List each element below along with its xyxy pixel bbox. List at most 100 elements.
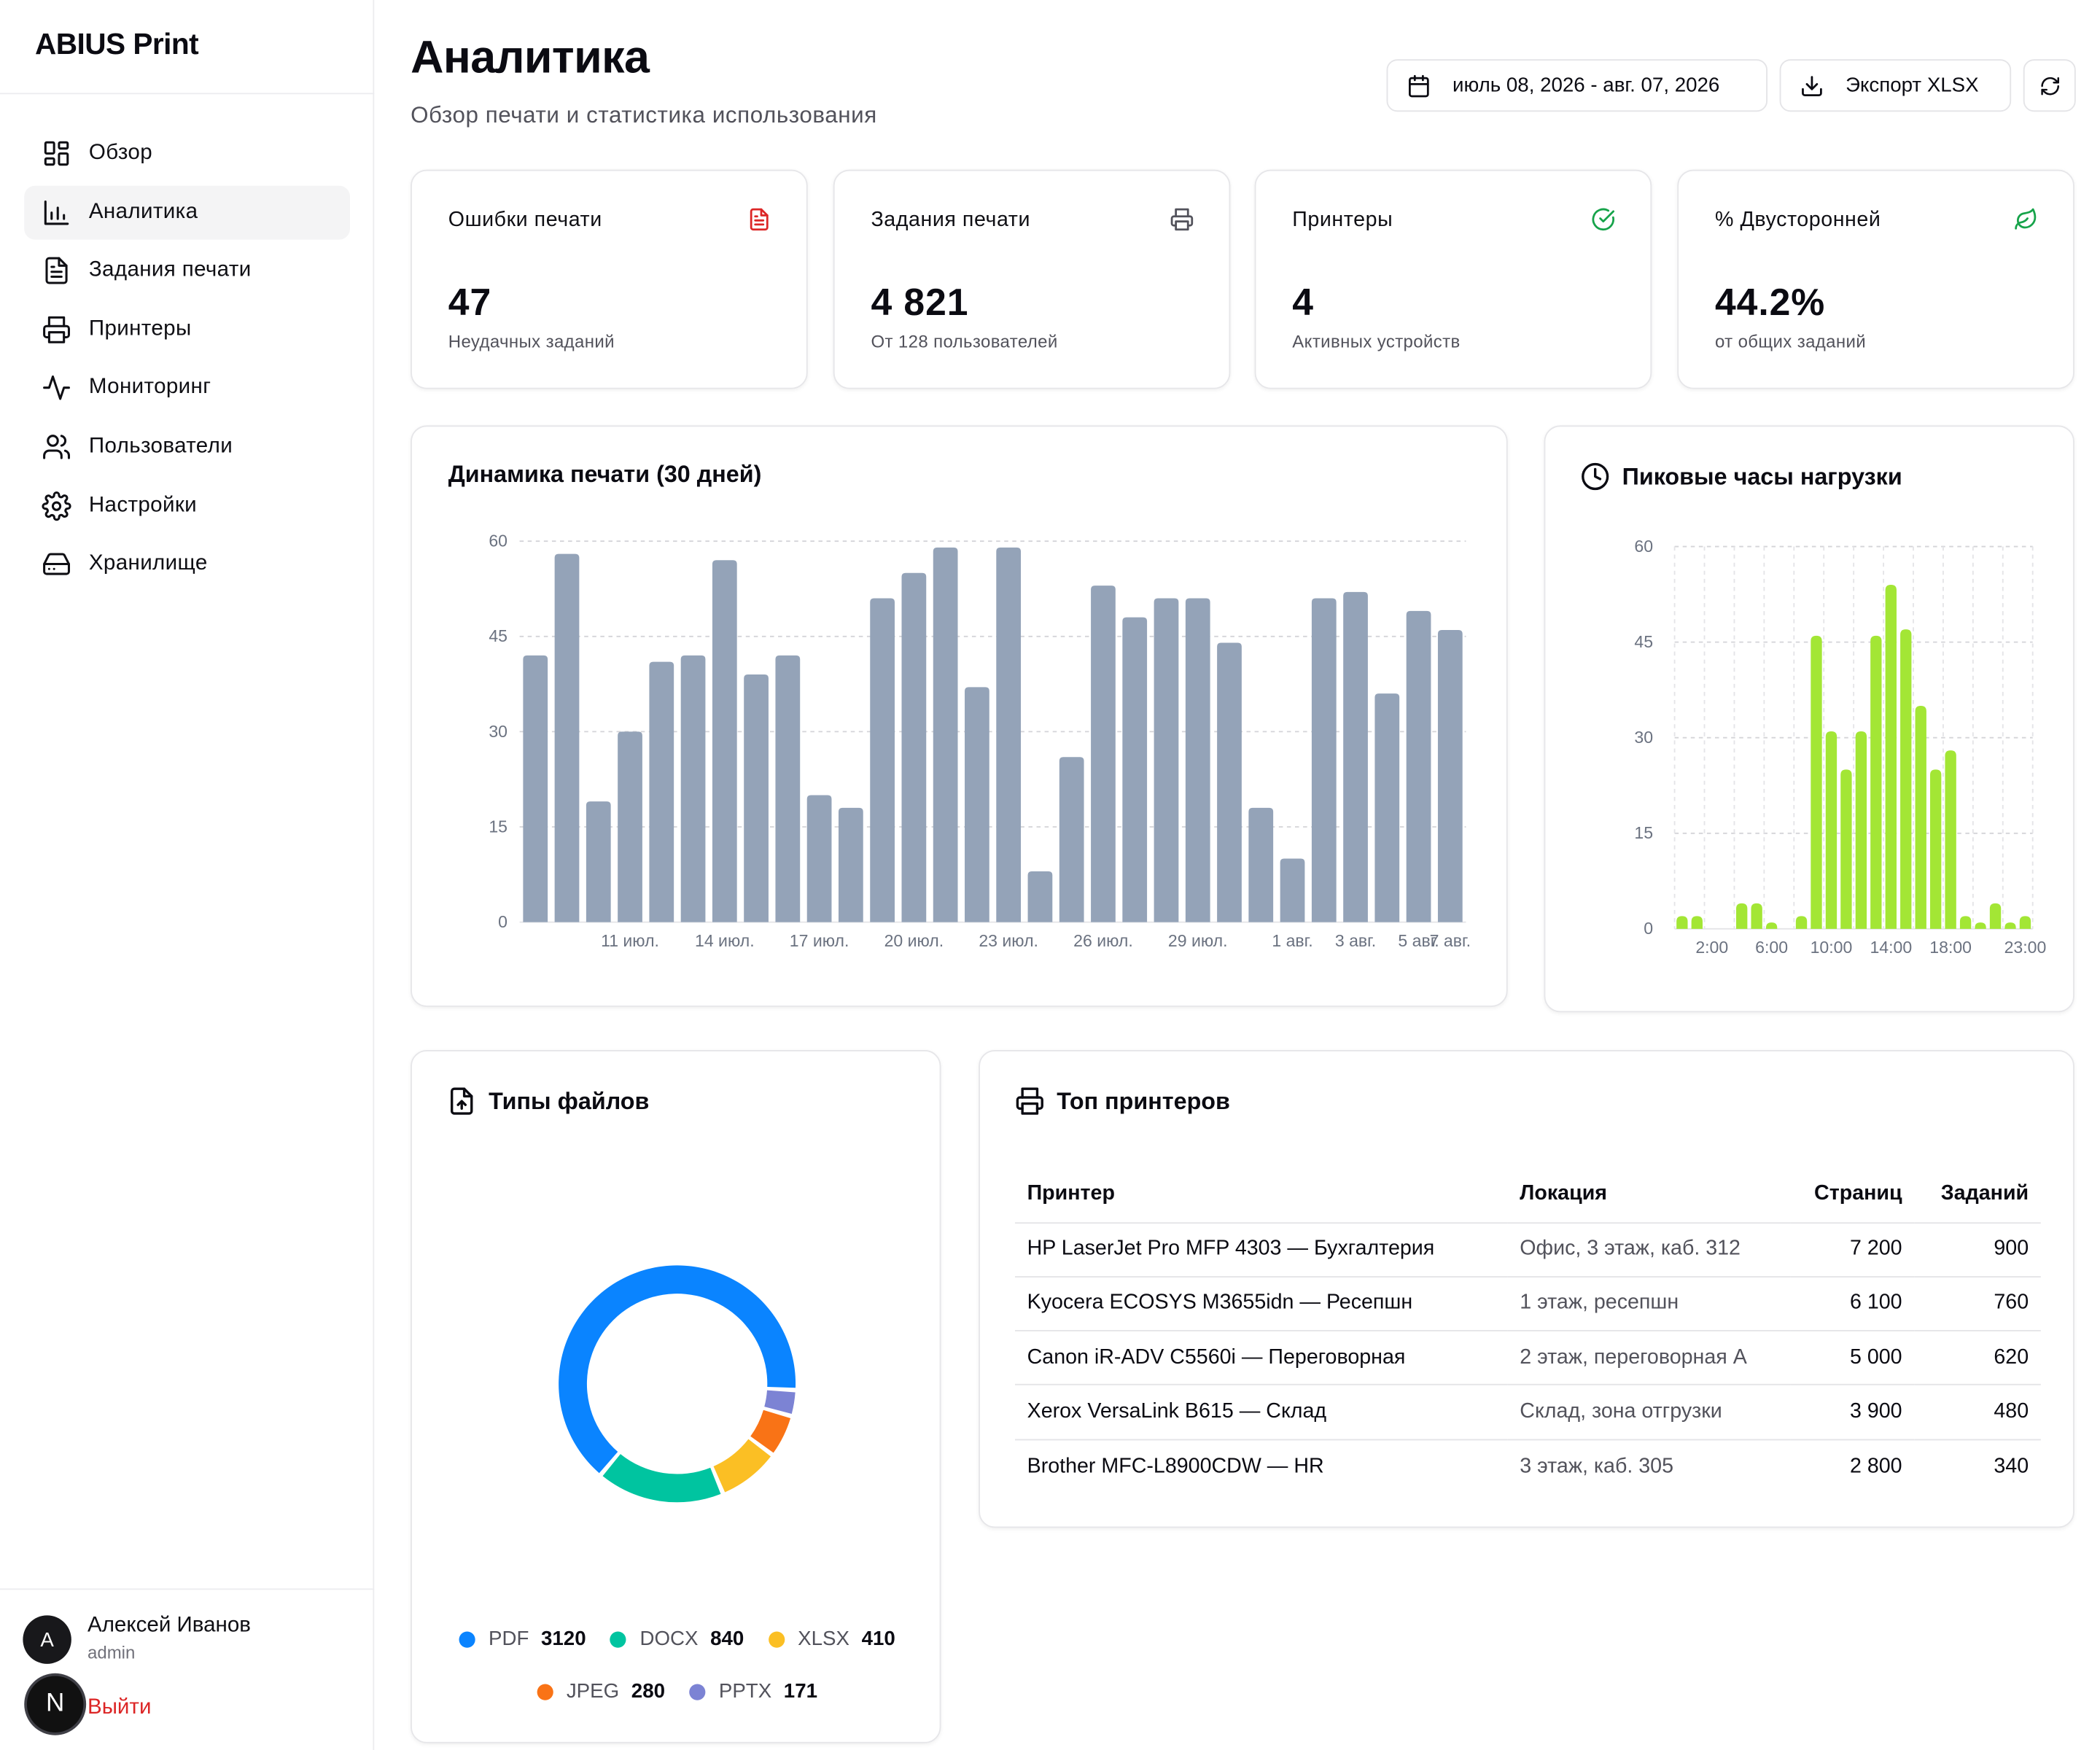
bar[interactable] xyxy=(680,655,706,922)
pie-slice-pptx[interactable] xyxy=(764,1390,796,1414)
bar[interactable] xyxy=(775,655,801,922)
bar[interactable] xyxy=(1280,858,1305,922)
bar[interactable] xyxy=(1885,584,1897,929)
bar[interactable] xyxy=(870,598,895,922)
bar[interactable] xyxy=(1311,598,1337,922)
bar[interactable] xyxy=(965,687,989,922)
legend-swatch xyxy=(689,1683,706,1700)
bar[interactable] xyxy=(1900,629,1912,929)
bar[interactable] xyxy=(1059,757,1084,922)
sidebar-item-activity[interactable]: Мониторинг xyxy=(24,361,350,415)
pie-slice-jpeg[interactable] xyxy=(750,1409,791,1453)
sidebar-item-hard-drive[interactable]: Хранилище xyxy=(24,537,350,591)
y-tick-label: 0 xyxy=(1644,919,1653,938)
bar[interactable] xyxy=(1989,903,2002,929)
bar[interactable] xyxy=(618,731,642,922)
legend-item[interactable]: XLSX 410 xyxy=(768,1628,895,1650)
bar[interactable] xyxy=(2019,916,2031,929)
x-tick-label: 5 авг. xyxy=(1398,931,1439,950)
table-row[interactable]: Kyocera ECOSYS M3655idn — Ресепшн 1 этаж,… xyxy=(1014,1276,2041,1332)
bar[interactable] xyxy=(1870,635,1882,929)
bar[interactable] xyxy=(2004,922,2016,929)
brand-logo[interactable]: ABIUS Print xyxy=(34,26,199,61)
bar[interactable] xyxy=(838,807,863,922)
bar[interactable] xyxy=(901,572,927,922)
printer-name-cell: Xerox VersaLink B615 — Склад xyxy=(1014,1385,1508,1440)
bar[interactable] xyxy=(1765,922,1778,929)
bar[interactable] xyxy=(523,655,548,922)
bar[interactable] xyxy=(1406,610,1431,922)
stat-value: 4 821 xyxy=(871,281,969,324)
x-tick-label: 7 авг. xyxy=(1430,931,1471,950)
sidebar-item-dashboard[interactable]: Обзор xyxy=(24,127,350,181)
bar[interactable] xyxy=(1343,591,1368,922)
bar[interactable] xyxy=(1185,598,1210,922)
table-row[interactable]: Xerox VersaLink B615 — Склад Склад, зона … xyxy=(1014,1385,2041,1440)
dev-badge[interactable]: N xyxy=(26,1676,84,1732)
bar[interactable] xyxy=(1959,916,1972,929)
bar[interactable] xyxy=(1154,598,1179,922)
avatar[interactable]: A xyxy=(23,1615,71,1664)
sidebar-item-printer[interactable]: Принтеры xyxy=(24,303,350,357)
user-role: admin xyxy=(87,1642,136,1662)
x-tick-label: 26 июл. xyxy=(1073,931,1133,950)
sidebar-item-file-text[interactable]: Задания печати xyxy=(24,244,350,298)
sidebar: ABIUS Print Обзор Аналитика Задания печати… xyxy=(0,0,375,1750)
bar[interactable] xyxy=(1374,693,1400,922)
y-tick-label: 15 xyxy=(489,817,508,836)
bar[interactable] xyxy=(1930,769,1942,929)
bar[interactable] xyxy=(649,661,674,922)
bar[interactable] xyxy=(1248,807,1274,922)
legend-row: JPEG 280 PPTX 171 xyxy=(412,1680,942,1703)
column-header-pages[interactable]: Страниц xyxy=(1790,1165,1915,1224)
sidebar-item-users[interactable]: Пользователи xyxy=(24,420,350,474)
bar[interactable] xyxy=(933,547,958,922)
bar[interactable] xyxy=(1691,916,1703,929)
bar[interactable] xyxy=(586,801,611,922)
bar[interactable] xyxy=(1795,916,1808,929)
bar[interactable] xyxy=(1217,642,1242,922)
sidebar-item-gear[interactable]: Настройки xyxy=(24,478,350,532)
y-tick-label: 0 xyxy=(498,912,508,931)
bar[interactable] xyxy=(1437,630,1463,922)
pie-slice-pdf[interactable] xyxy=(559,1265,796,1474)
bar[interactable] xyxy=(1915,705,1926,929)
bar[interactable] xyxy=(1751,903,1762,929)
bar[interactable] xyxy=(1975,922,1986,929)
legend-item[interactable]: PPTX 171 xyxy=(689,1680,817,1703)
legend-item[interactable]: PDF 3120 xyxy=(459,1628,586,1650)
bar[interactable] xyxy=(806,795,832,922)
sidebar-item-label: Мониторинг xyxy=(88,376,211,400)
bar[interactable] xyxy=(1122,617,1148,922)
sidebar-item-bar-chart[interactable]: Аналитика xyxy=(24,185,350,239)
bar[interactable] xyxy=(1091,586,1116,922)
bar[interactable] xyxy=(554,553,580,922)
refresh-button[interactable] xyxy=(2023,59,2076,112)
bar[interactable] xyxy=(1676,916,1688,929)
bar[interactable] xyxy=(1855,731,1867,929)
pie-slice-docx[interactable] xyxy=(602,1454,721,1503)
column-header-location[interactable]: Локация xyxy=(1507,1165,1791,1224)
date-range-picker[interactable]: июль 08, 2026 - авг. 07, 2026 xyxy=(1386,59,1768,112)
pie-slice-xlsx[interactable] xyxy=(713,1439,771,1493)
bar[interactable] xyxy=(1825,731,1838,929)
bar[interactable] xyxy=(1945,750,1956,929)
legend-item[interactable]: JPEG 280 xyxy=(537,1680,665,1703)
y-tick-label: 45 xyxy=(489,626,508,645)
column-header-jobs[interactable]: Заданий xyxy=(1914,1165,2041,1224)
table-row[interactable]: Brother MFC-L8900CDW — HR 3 этаж, каб. 30… xyxy=(1015,1439,2041,1493)
bar[interactable] xyxy=(1027,871,1053,922)
table-row[interactable]: HP LaserJet Pro MFP 4303 — Бухгалтерия Оф… xyxy=(1014,1222,2041,1278)
bar[interactable] xyxy=(1736,903,1748,929)
table-row[interactable]: Canon iR-ADV C5560i — Переговорная 2 этаж… xyxy=(1014,1331,2041,1386)
bar[interactable] xyxy=(744,674,769,922)
logout-link[interactable]: Выйти xyxy=(87,1696,152,1719)
bar[interactable] xyxy=(996,547,1022,922)
printer-name-cell: HP LaserJet Pro MFP 4303 — Бухгалтерия xyxy=(1014,1222,1508,1278)
bar[interactable] xyxy=(1840,769,1852,929)
bar[interactable] xyxy=(712,560,737,922)
export-xlsx-button[interactable]: Экспорт XLSX xyxy=(1779,59,2012,112)
column-header-printer[interactable]: Принтер xyxy=(1014,1165,1508,1224)
legend-item[interactable]: DOCX 840 xyxy=(610,1628,744,1650)
bar[interactable] xyxy=(1811,635,1822,929)
